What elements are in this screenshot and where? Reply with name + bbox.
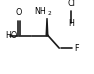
Text: H: H <box>69 19 74 28</box>
Text: NH: NH <box>34 7 46 16</box>
Text: HO: HO <box>6 31 18 40</box>
Text: Cl: Cl <box>67 0 75 8</box>
Text: F: F <box>74 44 79 53</box>
Text: 2: 2 <box>48 11 52 16</box>
Text: O: O <box>16 8 22 17</box>
Polygon shape <box>46 18 48 36</box>
